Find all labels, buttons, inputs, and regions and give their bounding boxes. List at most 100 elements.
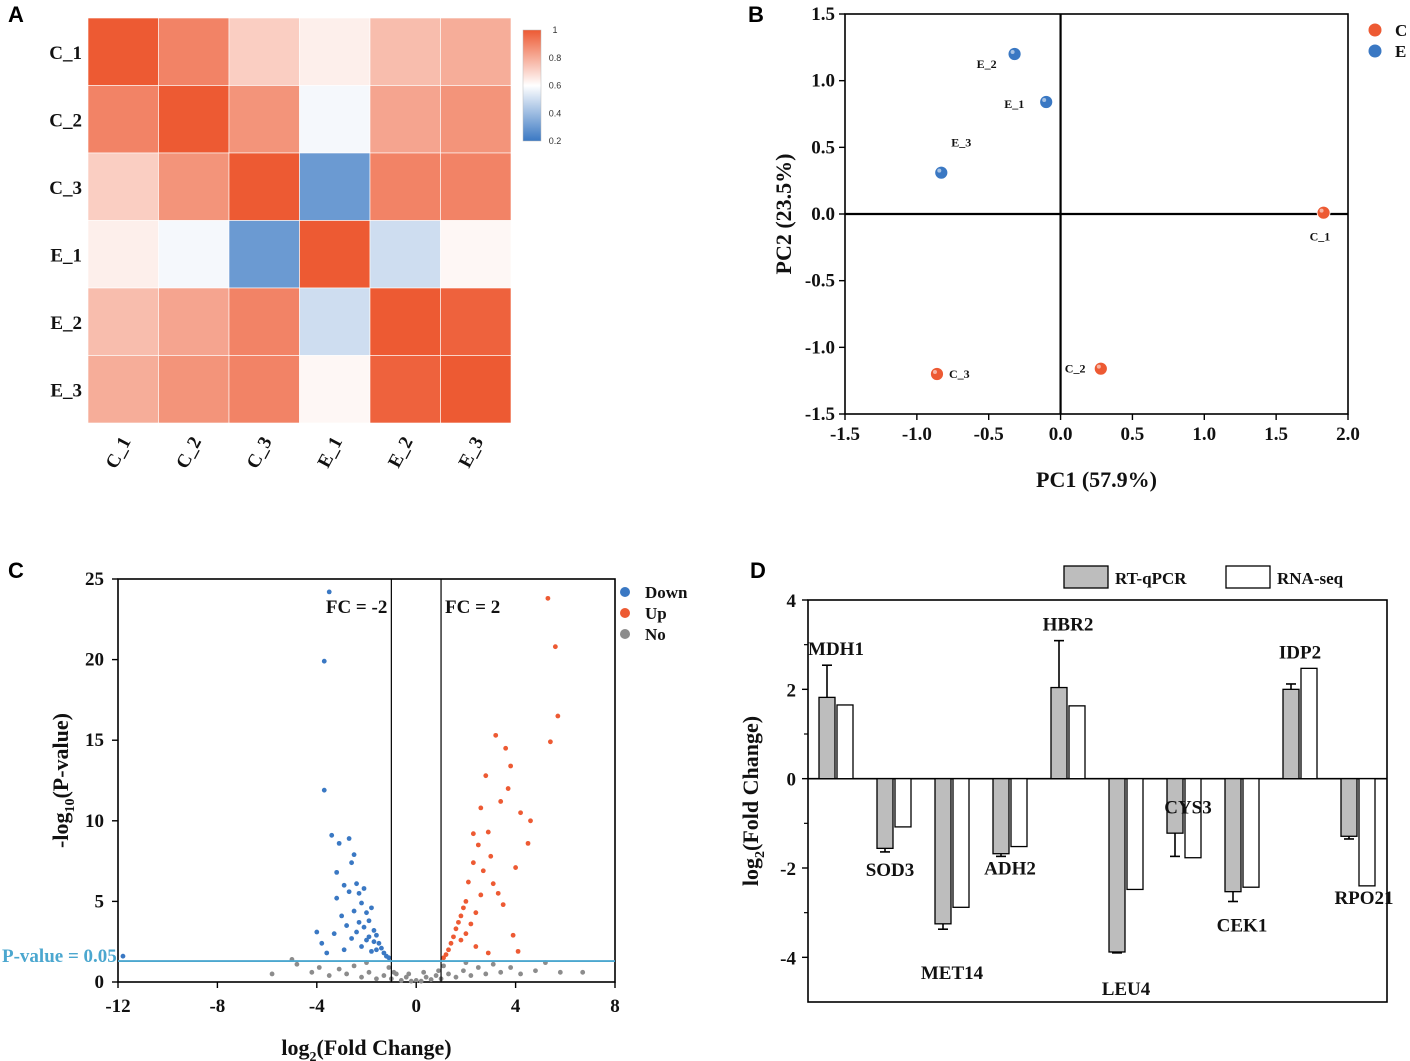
volcano-point: [316, 965, 322, 970]
bar-rnaseq: [894, 778, 912, 828]
volcano-legend-marker: [620, 629, 630, 639]
pca-point-highlight: [1319, 208, 1324, 213]
heatmap-cell: [158, 152, 230, 221]
volcano-point: [381, 973, 387, 978]
volcano-point: [339, 913, 345, 919]
volcano-ytick-label: 15: [85, 730, 104, 751]
volcano-point: [503, 745, 509, 751]
panel-letter-c: C: [8, 558, 24, 583]
volcano-point: [351, 908, 357, 914]
heatmap-cell: [299, 355, 371, 424]
panel-letter-a: A: [8, 2, 24, 27]
heatmap-row-label: C_1: [49, 43, 82, 64]
pca-plot: -1.5 -1.0 -0.5 0.0 0.5 1.0 1.5 2.0 1.5 1.0 0.5 0.0 -…: [771, 4, 1407, 492]
volcano-point: [456, 919, 461, 925]
volcano-point: [498, 969, 504, 975]
volcano-point: [376, 940, 382, 946]
volcano-point: [470, 860, 476, 866]
colorbar: [522, 29, 542, 142]
volcano-point: [500, 902, 506, 908]
volcano-point: [498, 799, 504, 804]
heatmap-cell: [369, 85, 441, 154]
pca-point-label: E_1: [1004, 97, 1024, 111]
volcano-point: [505, 786, 511, 791]
volcano-point: [356, 919, 362, 925]
bar-rnaseq: [1358, 778, 1376, 887]
colorbar-tick-label: 0.2: [549, 136, 562, 146]
heatmap-cell: [158, 220, 230, 289]
panel-letter-d: D: [750, 558, 766, 583]
volcano-plot: FC = -2 FC = 2P-value = 0.05-12 -8 -4 0 4 8252…: [2, 569, 688, 1061]
volcano-point: [269, 971, 275, 977]
volcano-point: [366, 918, 372, 924]
volcano-point: [341, 882, 347, 888]
heatmap-col-label: E_1: [314, 433, 347, 471]
pca-point-highlight: [1010, 50, 1015, 54]
heatmap-cell: [228, 355, 300, 424]
bar-rnaseq: [836, 704, 854, 780]
volcano-point: [470, 831, 476, 837]
volcano-point: [331, 931, 337, 937]
pca-xtick-label: 0.5: [1121, 424, 1145, 445]
heatmap-cell: [369, 355, 441, 424]
volcano-point: [336, 840, 342, 846]
colorbar-tick-label: 0.4: [549, 108, 562, 118]
heatmap-cell: [158, 287, 230, 356]
volcano-point: [371, 928, 377, 933]
pca-point-highlight: [1042, 98, 1047, 102]
volcano-point: [468, 973, 474, 978]
pca-xtick-label: 1.0: [1192, 424, 1216, 445]
volcano-point: [326, 589, 332, 595]
volcano-point: [475, 842, 481, 848]
volcano-point: [478, 805, 484, 811]
volcano-point: [324, 950, 330, 956]
volcano-xtick-label: 4: [511, 996, 521, 1017]
heatmap-cell: [440, 355, 512, 424]
heatmap-row-label: C_2: [49, 110, 82, 131]
heatmap-row-labels: C_1 C_2 C_3 E_1 E_2 E_3: [49, 43, 82, 402]
heatmap-row-label: C_3: [49, 178, 82, 199]
bar-ytick-label: 2: [787, 680, 797, 701]
volcano-ylabel: -log10(P-value): [48, 713, 78, 848]
volcano-point: [480, 868, 486, 874]
bar-rnaseq: [1068, 705, 1086, 780]
pca-legend-marker: [1368, 23, 1382, 37]
volcano-fc-label: FC = 2: [445, 597, 500, 618]
volcano-point: [374, 976, 379, 982]
pca-point: [1007, 47, 1022, 61]
volcano-point: [341, 947, 347, 953]
volcano-point: [334, 895, 340, 901]
pca-ylabel: PC2 (23.5%): [771, 154, 796, 275]
bar-category-label: MET14: [921, 963, 984, 984]
volcano-xtick-label: -8: [209, 996, 225, 1017]
volcano-point: [433, 973, 439, 978]
pca-point: [934, 165, 949, 180]
volcano-point: [446, 947, 451, 953]
bar-rnaseq: [952, 778, 970, 908]
volcano-point: [463, 899, 469, 904]
pca-point-highlight: [1096, 364, 1101, 369]
heatmap-cell: [440, 220, 512, 289]
bar-category-label: LEU4: [1102, 979, 1151, 1000]
heatmap-col-label: C_1: [102, 433, 136, 472]
heatmap-col-label: C_3: [243, 433, 277, 472]
volcano-point: [552, 644, 558, 650]
volcano-point: [359, 974, 364, 980]
bar-ylabel-main: log: [738, 858, 763, 886]
heatmap-col-labels: C_1 C_2 C_3 E_1 E_2 E_3: [102, 433, 488, 472]
volcano-point: [326, 973, 332, 978]
pca-point-label: E_3: [951, 136, 971, 150]
panel-letter-b: B: [748, 2, 764, 27]
bar-ytick-label: 4: [787, 591, 797, 612]
heatmap-cell: [158, 355, 230, 424]
pca-legend-label: E: [1395, 42, 1406, 61]
volcano-point: [458, 913, 464, 919]
heatmap-cell: [440, 152, 512, 221]
heatmap-cell: [87, 287, 159, 356]
volcano-ylabel-main: -log: [48, 813, 73, 848]
volcano-point: [406, 971, 412, 977]
volcano-point: [354, 881, 359, 887]
bar-category-label: ADH2: [984, 858, 1036, 879]
heatmap-cell: [87, 355, 159, 424]
bar-legend-label-rnaseq: RNA-seq: [1277, 569, 1344, 588]
